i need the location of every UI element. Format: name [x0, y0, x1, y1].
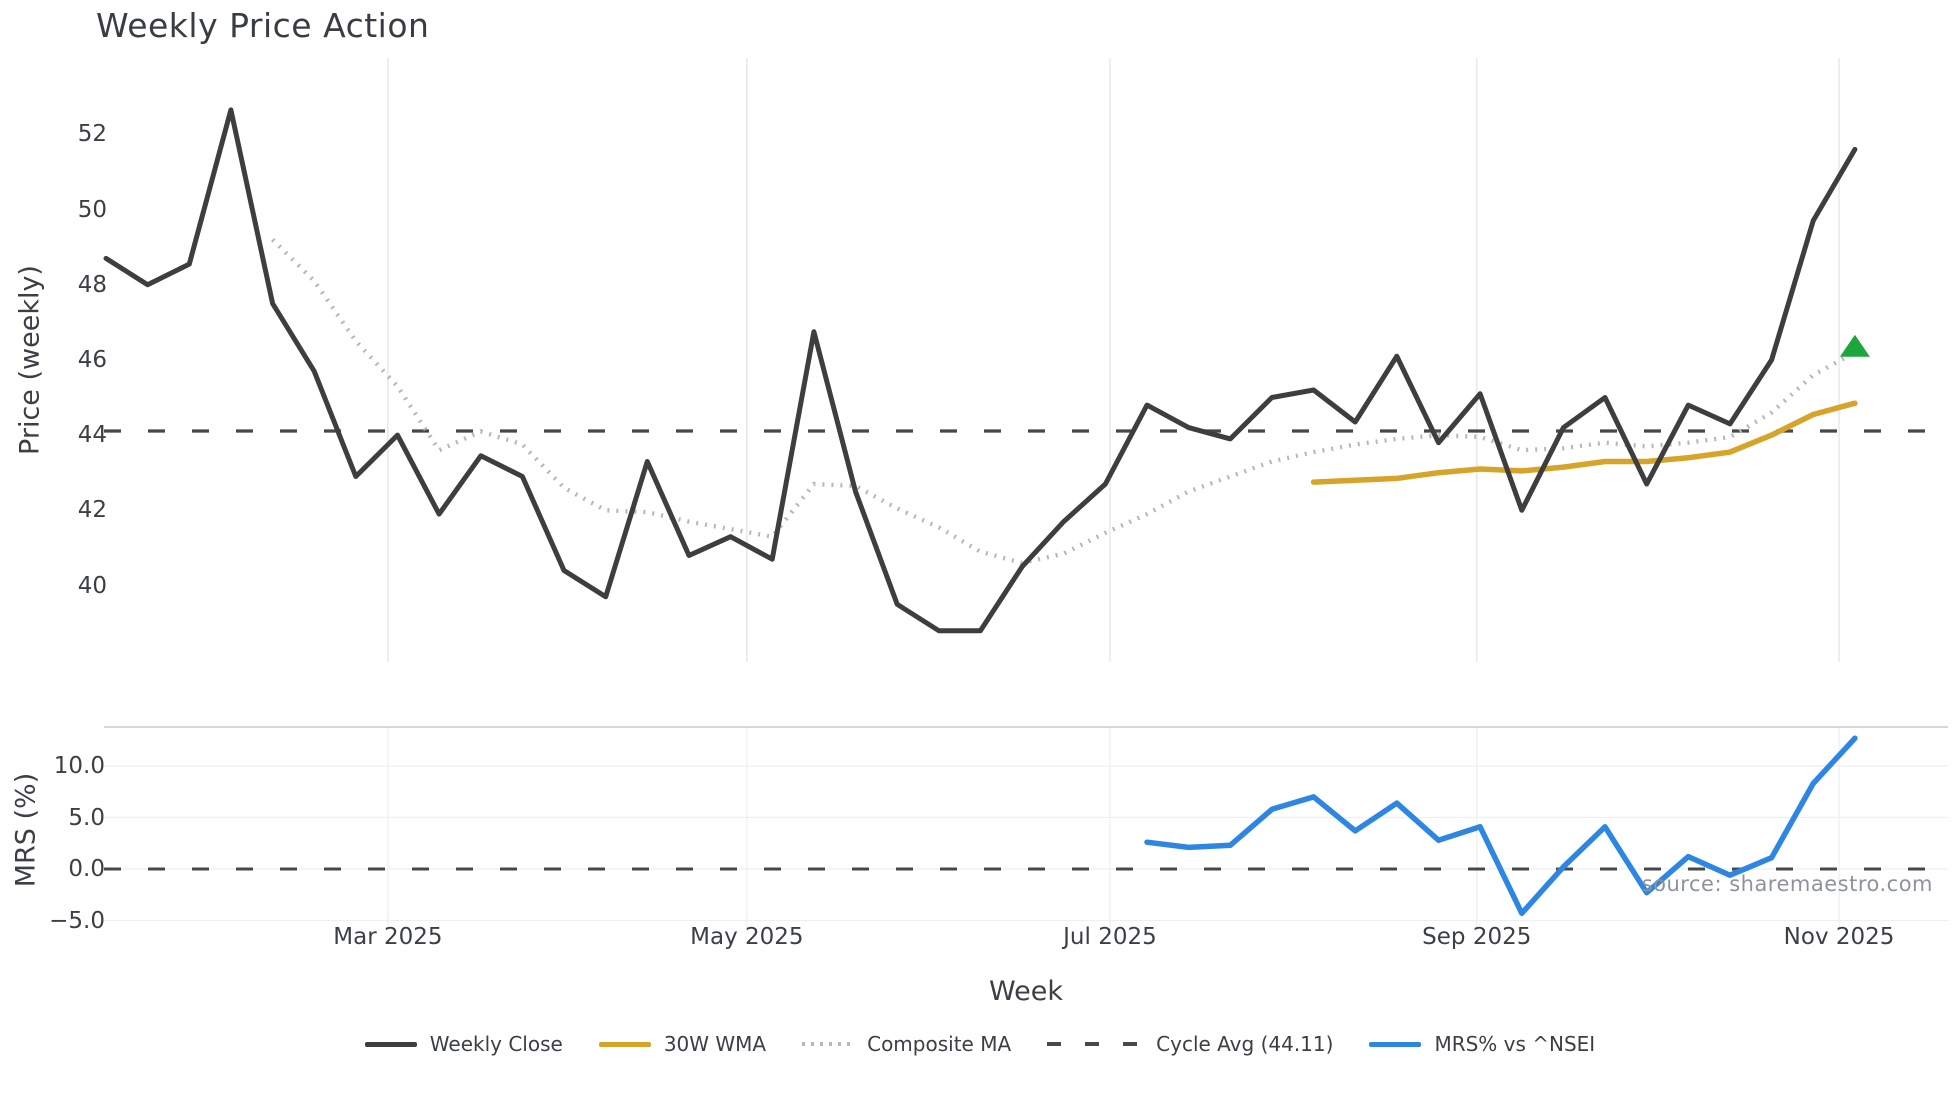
x-tick-label: Jul 2025 [1063, 924, 1157, 950]
x-tick-label: Mar 2025 [333, 924, 443, 950]
x-tick-label: Sep 2025 [1422, 924, 1532, 950]
price-tick-label: 50 [77, 196, 107, 223]
chart-title: Weekly Price Action [96, 6, 430, 45]
buy-signal-triangle [1839, 334, 1870, 357]
legend-item: Composite MA [802, 1032, 1011, 1056]
price-tick-label: 48 [77, 271, 107, 298]
price-tick-label: 44 [77, 422, 107, 449]
legend: Weekly Close 30W WMA Composite MA Cycle Avg… [0, 1032, 1960, 1056]
legend-label: Cycle Avg (44.11) [1156, 1032, 1334, 1056]
mrs-tick-label: 5.0 [68, 804, 105, 831]
weekly-close-line [103, 107, 1858, 634]
legend-item: MRS% vs ^NSEI [1369, 1032, 1595, 1056]
price-tick-label: 42 [77, 497, 107, 524]
legend-label: MRS% vs ^NSEI [1434, 1032, 1596, 1056]
legend-swatch-dashed [1047, 1042, 1144, 1046]
price-tick-label: 46 [77, 346, 107, 373]
legend-swatch-solid [364, 1041, 417, 1047]
source-watermark: source: sharemaestro.com [1641, 872, 1933, 896]
legend-swatch-dotted [802, 1042, 855, 1046]
wma-line [1310, 400, 1858, 485]
legend-swatch-solid [598, 1041, 651, 1047]
mrs-tick-label: 0.0 [68, 856, 105, 882]
x-tick-label: May 2025 [690, 924, 804, 950]
price-tick-label: 52 [77, 121, 107, 148]
legend-swatch-solid [1369, 1041, 1422, 1047]
legend-item: Cycle Avg (44.11) [1047, 1032, 1333, 1056]
composite-ma-line [271, 238, 1856, 566]
legend-label: 30W WMA [663, 1032, 767, 1056]
legend-label: Composite MA [867, 1032, 1012, 1056]
x-tick-label: Nov 2025 [1783, 924, 1895, 950]
legend-item: 30W WMA [598, 1032, 767, 1056]
price-tick-label: 40 [77, 572, 107, 599]
mrs-tick-label: −5.0 [49, 907, 105, 934]
legend-label: Weekly Close [429, 1032, 563, 1056]
legend-item: Weekly Close [364, 1032, 563, 1056]
mrs-line [1144, 735, 1858, 917]
week-axis-label: Week [989, 976, 1063, 1007]
mrs-axis-label: MRS (%) [10, 772, 42, 888]
price-axis-label: Price (weekly) [14, 265, 46, 455]
mrs-tick-label: 10.0 [53, 753, 105, 779]
